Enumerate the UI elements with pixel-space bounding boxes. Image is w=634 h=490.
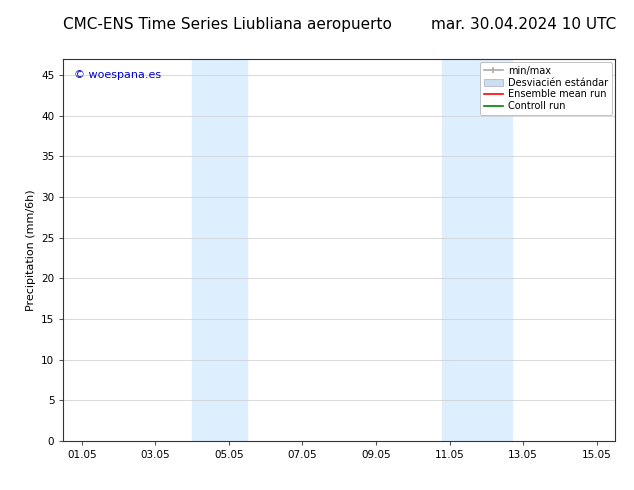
Y-axis label: Precipitation (mm/6h): Precipitation (mm/6h) [25, 189, 36, 311]
Bar [192, 59, 247, 441]
Text: mar. 30.04.2024 10 UTC: mar. 30.04.2024 10 UTC [431, 17, 616, 32]
Bar [442, 59, 512, 441]
Text: CMC-ENS Time Series Liubliana aeropuerto: CMC-ENS Time Series Liubliana aeropuerto [63, 17, 392, 32]
Text: © woespana.es: © woespana.es [74, 70, 162, 80]
Legend: min/max, Desviacién estándar, Ensemble mean run, Controll run: min/max, Desviacién estándar, Ensemble m… [480, 62, 612, 115]
